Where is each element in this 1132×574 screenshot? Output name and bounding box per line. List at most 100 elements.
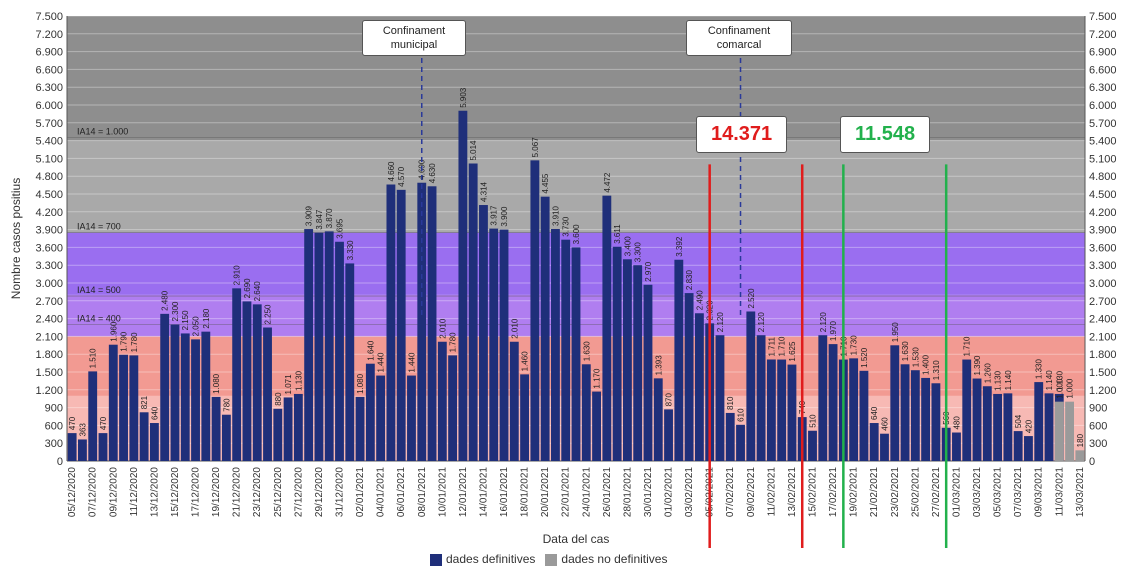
threshold-label: IA14 = 400 bbox=[77, 314, 121, 324]
y-tick-label: 5.100 bbox=[35, 153, 63, 165]
bar bbox=[869, 423, 879, 461]
y-tick-label: 4.800 bbox=[35, 171, 63, 183]
x-tick-label: 19/02/2021 bbox=[849, 467, 860, 517]
y-tick-label-right: 2.400 bbox=[1089, 314, 1117, 326]
data-label: 1.260 bbox=[983, 363, 992, 384]
y-tick-label-right: 600 bbox=[1089, 420, 1107, 432]
bar-no-definitive bbox=[1065, 401, 1074, 461]
data-label: 3.910 bbox=[551, 205, 560, 226]
legend-item: dades definitives bbox=[430, 552, 535, 566]
y-tick-label-right: 300 bbox=[1089, 438, 1107, 450]
y-tick-label-right: 3.000 bbox=[1089, 278, 1117, 290]
y-tick-label-right: 5.700 bbox=[1089, 118, 1117, 130]
bar bbox=[530, 160, 540, 461]
bar bbox=[386, 184, 396, 462]
x-tick-label: 10/01/2021 bbox=[437, 467, 448, 517]
data-label: 363 bbox=[78, 423, 87, 437]
data-label: 1.630 bbox=[901, 341, 910, 362]
data-label: 1.080 bbox=[356, 373, 365, 394]
bar bbox=[324, 231, 334, 461]
x-tick-label: 13/02/2021 bbox=[787, 467, 798, 517]
bar bbox=[427, 186, 437, 461]
bar bbox=[129, 355, 139, 461]
data-label: 4.314 bbox=[479, 181, 488, 202]
x-tick-label: 05/03/2021 bbox=[993, 467, 1004, 517]
annotation-text: Confinament comarcal bbox=[707, 25, 771, 51]
bar bbox=[499, 229, 509, 461]
x-tick-label: 21/12/2020 bbox=[232, 467, 243, 517]
bar bbox=[293, 393, 303, 461]
data-label: 880 bbox=[274, 392, 283, 406]
x-tick-label: 09/02/2021 bbox=[746, 467, 757, 517]
x-tick-label: 14/01/2021 bbox=[478, 467, 489, 517]
data-label: 2.180 bbox=[202, 308, 211, 329]
data-label: 1.140 bbox=[1045, 370, 1054, 391]
bar bbox=[489, 228, 499, 461]
data-label: 2.120 bbox=[757, 312, 766, 333]
bar bbox=[653, 378, 663, 461]
y-tick-label: 600 bbox=[45, 420, 63, 432]
data-label: 3.900 bbox=[500, 206, 509, 227]
x-tick-label: 15/12/2020 bbox=[170, 467, 181, 517]
x-tick-label: 16/01/2021 bbox=[499, 467, 510, 517]
data-label: 1.170 bbox=[593, 368, 602, 389]
data-label: 1.390 bbox=[973, 355, 982, 376]
data-label: 1.711 bbox=[767, 337, 776, 357]
data-label: 3.847 bbox=[315, 209, 324, 230]
data-label: 1.950 bbox=[891, 322, 900, 343]
data-label: 1.730 bbox=[850, 335, 859, 356]
bar bbox=[551, 229, 560, 461]
bar bbox=[849, 358, 859, 461]
bar bbox=[479, 205, 488, 461]
data-label: 2.640 bbox=[253, 281, 262, 302]
data-label: 2.250 bbox=[264, 304, 273, 325]
data-label: 3.611 bbox=[613, 224, 622, 244]
bar bbox=[540, 196, 550, 462]
x-tick-label: 17/02/2021 bbox=[828, 467, 839, 517]
y-tick-label-right: 1.800 bbox=[1089, 349, 1117, 361]
data-label: 3.392 bbox=[675, 236, 684, 257]
bar bbox=[67, 433, 77, 461]
band bbox=[67, 140, 1085, 233]
x-tick-label: 31/12/2020 bbox=[334, 467, 345, 517]
data-label: 3.300 bbox=[634, 242, 643, 263]
bar bbox=[910, 370, 920, 461]
x-tick-label: 11/03/2021 bbox=[1054, 467, 1065, 517]
bar bbox=[314, 232, 324, 461]
data-label: 3.330 bbox=[346, 240, 355, 261]
y-tick-label: 900 bbox=[45, 403, 63, 415]
y-tick-label-right: 3.900 bbox=[1089, 225, 1117, 237]
y-tick-label: 3.300 bbox=[35, 260, 63, 272]
bar bbox=[283, 397, 293, 461]
data-label: 2.120 bbox=[716, 312, 725, 333]
bar bbox=[448, 355, 458, 461]
legend-swatch bbox=[430, 553, 442, 566]
y-tick-label: 1.800 bbox=[35, 349, 63, 361]
bar bbox=[756, 335, 766, 461]
bar bbox=[345, 263, 355, 461]
data-label: 1.393 bbox=[654, 355, 663, 376]
bar bbox=[149, 423, 159, 461]
legend-item: dades no definitives bbox=[545, 552, 667, 566]
bar bbox=[396, 189, 406, 461]
legend-swatch bbox=[545, 553, 558, 566]
data-label: 4.660 bbox=[387, 161, 396, 182]
bar bbox=[694, 313, 704, 461]
data-label: 1.710 bbox=[963, 336, 972, 357]
bar-no-definitive bbox=[1075, 450, 1085, 461]
data-label: 510 bbox=[809, 414, 818, 428]
y-tick-label: 2.400 bbox=[35, 314, 63, 326]
data-label: 4.455 bbox=[541, 173, 550, 194]
x-tick-label: 03/02/2021 bbox=[684, 467, 695, 517]
bar bbox=[201, 331, 211, 461]
data-label: 1.510 bbox=[89, 348, 98, 369]
bar bbox=[993, 393, 1003, 461]
y-tick-label-right: 6.300 bbox=[1089, 82, 1117, 94]
data-label: 460 bbox=[880, 417, 889, 431]
y-tick-label: 0 bbox=[57, 456, 63, 468]
data-label: 1.640 bbox=[366, 340, 375, 361]
data-label: 780 bbox=[222, 398, 231, 412]
y-tick-label-right: 2.700 bbox=[1089, 296, 1117, 308]
y-tick-label-right: 2.100 bbox=[1089, 331, 1117, 343]
